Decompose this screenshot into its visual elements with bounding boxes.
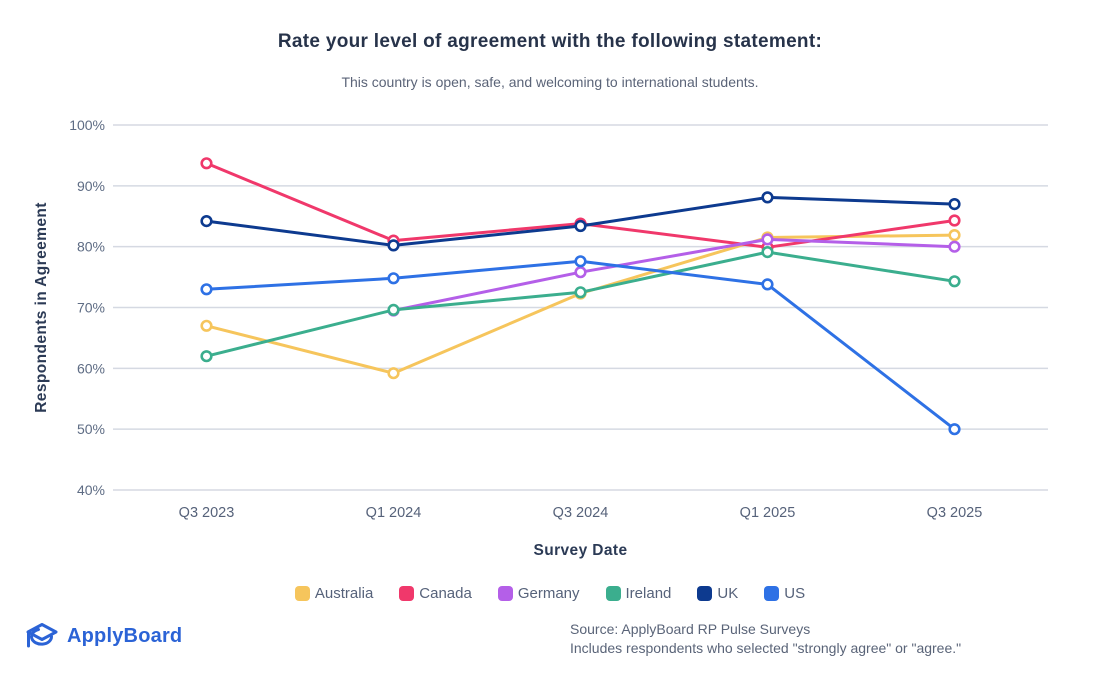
point-ireland-q3-2025 <box>948 275 961 288</box>
legend-label-us: US <box>784 585 806 602</box>
point-germany-q3-2024 <box>574 266 587 279</box>
legend-label-uk: UK <box>717 585 739 602</box>
x-tick-q3-2024: Q3 2024 <box>553 505 609 521</box>
y-tick-100: 100% <box>69 117 105 133</box>
legend-label-australia: Australia <box>314 585 374 602</box>
legend-swatch-germany <box>497 586 513 601</box>
applyboard-logo: ApplyBoard <box>24 620 182 652</box>
legend-item-uk: UK <box>697 585 738 602</box>
point-us-q3-2024 <box>574 255 587 268</box>
y-tick-50: 50% <box>77 421 105 437</box>
y-tick-70: 70% <box>77 300 105 316</box>
legend-item-canada: Canada <box>399 585 472 602</box>
point-uk-q3-2025 <box>948 197 961 211</box>
point-ireland-q1-2025 <box>761 246 774 259</box>
point-ireland-q3-2023 <box>200 350 213 363</box>
y-tick-40: 40% <box>77 482 105 498</box>
legend-swatch-uk <box>697 586 713 601</box>
y-axis-title: Respondents in Agreement <box>33 202 50 413</box>
chart-legend: Australia Canada Germany Ireland UK US <box>0 585 1100 602</box>
point-germany-q1-2025 <box>761 233 774 246</box>
legend-swatch-ireland <box>605 586 621 601</box>
point-uk-q1-2024 <box>387 239 400 252</box>
chart-subtitle: This country is open, safe, and welcomin… <box>341 74 759 90</box>
chart-title: Rate your level of agreement with the fo… <box>277 31 823 52</box>
source-line-1: Source: ApplyBoard RP Pulse Surveys <box>570 621 811 637</box>
point-germany-q3-2025 <box>948 240 961 253</box>
legend-item-germany: Germany <box>497 585 580 602</box>
point-uk-q1-2025 <box>761 191 774 204</box>
legend-item-australia: Australia <box>294 585 374 602</box>
x-axis-title: Survey Date <box>533 542 627 559</box>
point-us-q1-2024 <box>387 272 400 285</box>
point-us-q3-2025 <box>948 423 961 436</box>
point-australia-q1-2024 <box>387 367 400 380</box>
point-ireland-q1-2024 <box>387 303 400 316</box>
y-tick-80: 80% <box>77 239 105 255</box>
point-canada-q3-2023 <box>200 157 213 170</box>
point-uk-q3-2024 <box>574 219 587 233</box>
point-australia-q3-2023 <box>200 319 213 332</box>
legend-label-canada: Canada <box>419 585 472 602</box>
line-series-germany <box>392 237 956 312</box>
x-tick-q3-2023: Q3 2023 <box>179 505 235 521</box>
point-uk-q3-2023 <box>200 214 213 228</box>
legend-item-us: US <box>764 585 805 602</box>
source-note: Source: ApplyBoard RP Pulse Surveys Incl… <box>570 620 961 657</box>
y-tick-60: 60% <box>77 360 105 376</box>
y-tick-90: 90% <box>77 178 105 194</box>
source-line-2: Includes respondents who selected "stron… <box>570 639 962 656</box>
point-australia-q3-2025 <box>948 229 961 242</box>
legend-swatch-us <box>764 586 780 601</box>
legend-swatch-australia <box>294 586 310 601</box>
point-us-q1-2025 <box>761 278 774 291</box>
x-tick-q1-2024: Q1 2024 <box>366 505 422 521</box>
legend-label-ireland: Ireland <box>625 585 672 602</box>
point-ireland-q3-2024 <box>574 286 587 299</box>
x-tick-q1-2025: Q1 2025 <box>740 505 796 521</box>
point-canada-q3-2025 <box>948 214 961 227</box>
legend-swatch-canada <box>399 586 415 601</box>
legend-item-ireland: Ireland <box>605 585 672 602</box>
x-tick-q3-2025: Q3 2025 <box>927 505 983 521</box>
point-us-q3-2023 <box>200 283 213 296</box>
line-chart-canvas: 40% 50% 60% 70% 80% 90% 100% Q3 2023 Q1 2024 Q3 2… <box>33 117 1048 559</box>
applyboard-logo-icon <box>26 623 58 648</box>
applyboard-logo-text: ApplyBoard <box>67 624 183 647</box>
legend-label-germany: Germany <box>517 585 580 602</box>
